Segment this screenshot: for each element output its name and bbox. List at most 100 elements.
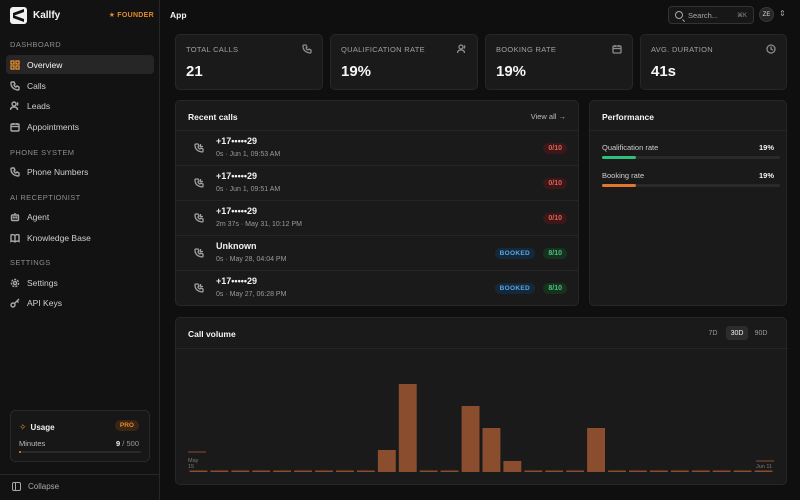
score-badge: 8/10 [543,283,567,294]
sidebar-item-phone-numbers[interactable]: Phone Numbers [6,162,154,181]
view-all-link[interactable]: View all → [530,112,566,121]
chart-bar[interactable] [377,450,396,472]
chart-bar[interactable] [524,470,543,473]
sidebar-item-leads[interactable]: Leads [6,96,154,115]
call-meta: 2m 37s · May 31, 10:12 PM [216,221,302,228]
caller-number: Unknown [216,241,257,251]
chart-bar[interactable] [503,461,522,472]
calendar-icon [10,122,20,132]
call-row[interactable]: +17•••••29 0s · May 27, 06:28 PM BOOKED … [176,270,579,306]
chart-bar[interactable] [336,470,354,473]
users-icon [456,44,467,54]
sidebar-item-appointments[interactable]: Appointments [6,117,154,136]
chart-bar[interactable] [649,470,668,473]
caller-number: +17•••••29 [216,136,258,146]
sparkle-icon: ✧ [19,422,27,432]
chart-bar[interactable] [461,406,480,472]
sidebar-item-calls[interactable]: Calls [6,76,154,95]
metric-label: Booking rate [602,171,645,180]
chart-bar[interactable] [482,428,501,472]
stat-value: 21 [186,63,203,80]
section-phone-system: PHONE SYSTEM [10,148,75,157]
x-start-label: May 15 [188,458,199,470]
stat-label: BOOKING RATE [496,45,557,54]
chart-bar[interactable] [315,470,333,473]
booked-badge: BOOKED [494,248,535,259]
sidebar-item-label: Knowledge Base [27,232,91,243]
chart-bar[interactable] [356,470,375,473]
call-meta: 0s · Jun 1, 09:53 AM [216,151,281,158]
chart-bar[interactable] [691,470,710,473]
chart-bar[interactable] [210,470,229,473]
call-row[interactable]: +17•••••29 0s · Jun 1, 09:53 AM 0/10 [176,130,579,166]
chart-bar[interactable] [419,470,438,473]
chart-bar[interactable] [440,470,459,473]
x-end-label: Jun 11 [756,464,773,470]
chart-bar[interactable] [398,384,417,472]
chart-bar[interactable] [294,470,312,473]
call-row[interactable]: Unknown 0s · May 28, 04:04 PM BOOKED 8/1… [176,235,579,271]
metric-label: Qualification rate [602,143,659,152]
key-icon [10,298,20,308]
search-input[interactable]: Search... ⌘K [668,6,754,24]
sidebar-item-agent[interactable]: Agent [6,207,154,226]
sidebar-item-api-keys[interactable]: API Keys [6,293,154,312]
score-badge: 8/10 [543,248,567,259]
section-ai-receptionist: AI RECEPTIONIST [10,193,81,202]
sidebar-item-knowledge-base[interactable]: Knowledge Base [6,228,154,247]
chart-bar[interactable] [733,470,752,473]
chart-bar[interactable] [252,470,271,473]
sidebar-toggle-icon [12,482,21,491]
call-row[interactable]: +17•••••29 0s · Jun 1, 09:51 AM 0/10 [176,165,579,201]
call-volume-card: Call volume 7D 30D 90D May 15 Jun 11 [175,317,788,485]
chart-bar[interactable] [629,470,647,473]
sidebar-item-label: Calls [27,80,46,91]
chart-bar[interactable] [587,428,605,472]
qualification-rate-fill [602,156,636,159]
phone-incoming-icon [194,213,204,223]
chart-bar[interactable] [273,470,292,473]
range-90d[interactable]: 90D [754,329,768,337]
chart-bar[interactable] [545,470,564,473]
stat-label: TOTAL CALLS [186,45,239,54]
caller-number: +17•••••29 [216,206,258,216]
chart-bar[interactable] [712,470,731,473]
score-badge: 0/10 [543,143,567,154]
sidebar-item-label: Overview [27,59,63,70]
phone-incoming-icon [194,178,204,188]
star-icon: ★ [108,12,116,19]
stat-value: 19% [341,63,372,80]
brand[interactable]: Kallfy ★ FOUNDER [10,6,154,24]
kallfy-logo-icon [10,6,27,24]
chart-bar[interactable] [566,470,585,473]
collapse-label: Collapse [28,482,60,491]
sidebar: Kallfy ★ FOUNDER DASHBOARD Overview Calls… [0,0,160,500]
users-icon [10,100,20,111]
collapse-button[interactable]: Collapse [12,482,59,491]
metric-value: 19% [758,143,774,152]
stat-value: 41s [651,63,677,80]
clock-icon [766,44,776,54]
stat-card-total-calls: TOTAL CALLS 21 [175,34,323,90]
phone-icon [10,166,20,177]
metric-track [602,156,780,159]
chart-bar[interactable] [608,470,626,473]
call-row[interactable]: +17•••••29 2m 37s · May 31, 10:12 PM 0/1… [176,200,579,236]
sidebar-item-settings[interactable]: Settings [6,273,154,292]
range-30d[interactable]: 30D [726,326,748,340]
search-shortcut: ⌘K [736,12,747,19]
phone-icon [302,44,312,54]
call-meta: 0s · May 27, 06:28 PM [216,291,287,298]
book-icon [10,233,20,243]
founder-badge: ★ FOUNDER [108,12,154,19]
range-7d[interactable]: 7D [708,329,718,337]
call-volume-chart [188,384,774,473]
gear-icon [10,278,20,288]
chart-bar[interactable] [670,470,689,473]
chart-bar[interactable] [189,470,208,473]
chevron-updown-icon[interactable]: ⇕ [779,9,786,18]
sidebar-item-overview[interactable]: Overview [6,55,154,74]
chart-bar[interactable] [754,470,773,473]
avatar[interactable]: ZE [759,7,774,22]
chart-bar[interactable] [231,470,250,473]
